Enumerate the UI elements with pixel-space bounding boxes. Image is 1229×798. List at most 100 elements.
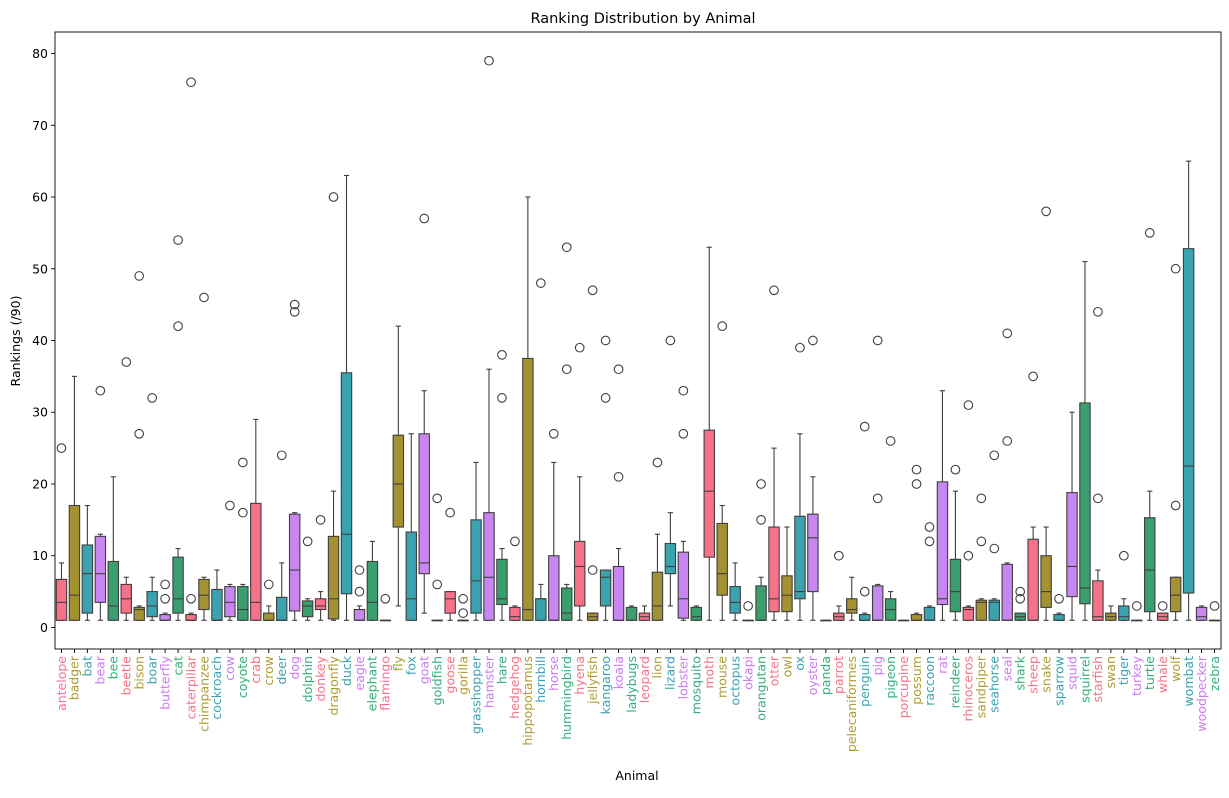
box-group-fly: fly <box>391 325 406 671</box>
box-crow <box>263 612 275 621</box>
outlier-point <box>173 235 183 245</box>
box-group-boar: boar <box>144 393 159 684</box>
box-group-pelecaniformes: pelecaniformes <box>844 576 859 752</box>
x-tick-label-deer: deer <box>274 655 289 684</box>
box-eagle <box>353 608 366 621</box>
x-tick-label-seahorse: seahorse <box>987 656 1002 713</box>
box-group-mosquito: mosquito <box>689 605 704 714</box>
y-tick-label: 30 <box>32 405 48 420</box>
x-tick-label-porcupine: porcupine <box>896 656 911 719</box>
x-axis-label: Animal <box>615 768 658 783</box>
box-group-cat: cat <box>170 235 185 675</box>
box-owl <box>781 575 793 613</box>
x-tick-label-oyster: oyster <box>805 655 820 695</box>
outlier-point <box>574 342 585 353</box>
x-tick-label-hornbill: hornbill <box>533 656 548 703</box>
box-hare <box>496 558 508 606</box>
box-rat <box>936 481 949 606</box>
box-lobster <box>677 551 690 619</box>
box-group-bear: bear <box>93 385 108 684</box>
box-wolf <box>1169 576 1182 613</box>
box-cockroach <box>211 588 223 621</box>
x-tick-label-ox: ox <box>792 656 807 671</box>
x-tick-label-horse: horse <box>546 656 561 691</box>
y-axis-label: Rankings (/90) <box>8 296 23 387</box>
x-tick-label-pigeon: pigeon <box>883 656 898 699</box>
x-tick-label-bison: bison <box>132 656 147 690</box>
outlier-point <box>134 271 145 281</box>
outlier-point <box>1157 601 1168 611</box>
box-seal <box>1001 563 1013 621</box>
box-penguin <box>858 614 871 621</box>
box-wombat <box>1182 248 1195 594</box>
outlier-point <box>354 586 365 597</box>
x-tick-label-moth: moth <box>702 656 717 689</box>
outlier-point <box>613 471 624 482</box>
outlier-point <box>238 457 248 468</box>
box-group-horse: horse <box>546 428 561 691</box>
x-tick-label-beetle: beetle <box>119 656 134 696</box>
x-tick-label-chimpanzee: chimpanzee <box>196 656 211 732</box>
box-pelecaniformes <box>846 598 858 614</box>
box-group-dog: dog <box>287 299 302 680</box>
outlier-point <box>859 421 870 432</box>
y-tick-label: 60 <box>32 190 48 205</box>
x-tick-label-penguin: penguin <box>857 656 872 707</box>
outlier-point <box>1131 601 1142 611</box>
x-tick-label-wolf: wolf <box>1168 655 1183 681</box>
x-tick-label-squirrel: squirrel <box>1077 656 1092 703</box>
box-octopus <box>729 586 741 614</box>
box-group-pigeon: pigeon <box>883 436 898 699</box>
box-group-dolphin: dolphin <box>300 536 315 702</box>
x-tick-label-hummingbird: hummingbird <box>559 656 574 740</box>
x-tick-label-donkey: donkey <box>313 655 328 701</box>
box-group-wombat: wombat <box>1181 160 1196 707</box>
box-group-octopus: octopus <box>727 562 742 705</box>
outlier-point <box>872 493 883 504</box>
box-butterfly <box>159 614 171 621</box>
y-tick-label: 0 <box>40 620 48 635</box>
box-group-cockroach: cockroach <box>209 569 224 720</box>
box-hornbill <box>535 598 547 621</box>
x-tick-label-coyote: coyote <box>235 656 250 698</box>
outlier-point <box>548 428 559 439</box>
outlier-point <box>1144 228 1155 238</box>
outlier-point <box>535 278 546 288</box>
x-tick-label-bee: bee <box>106 656 121 680</box>
box-crab <box>250 502 262 621</box>
outlier-point <box>199 292 209 303</box>
x-tick-label-raccoon: raccoon <box>922 656 937 706</box>
box-group-caterpillar: caterpillar <box>183 77 198 719</box>
x-tick-label-sparrow: sparrow <box>1051 656 1066 706</box>
outlier-point <box>289 299 300 310</box>
box-group-panda: panda <box>818 619 833 695</box>
box-deer <box>275 596 288 621</box>
box-group-chimpanzee: chimpanzee <box>196 292 211 732</box>
outlier-point <box>950 464 961 475</box>
outlier-point <box>173 321 183 332</box>
box-pig <box>871 585 884 621</box>
x-tick-label-hare: hare <box>494 656 509 684</box>
x-tick-label-dragonfly: dragonfly <box>326 655 341 715</box>
box-woodpecker <box>1195 606 1208 621</box>
box-bison <box>133 606 145 621</box>
x-tick-label-kangaroo: kangaroo <box>598 656 613 714</box>
box-squirrel <box>1079 402 1091 605</box>
y-tick-label: 50 <box>32 261 48 276</box>
outlier-point <box>769 285 779 296</box>
outlier-point <box>808 335 818 346</box>
x-tick-label-caterpillar: caterpillar <box>183 655 198 719</box>
box-group-reindeer: reindeer <box>948 464 963 708</box>
outlier-point <box>302 536 313 547</box>
outlier-point <box>354 565 365 575</box>
box-group-porcupine: porcupine <box>896 619 911 719</box>
box-group-squirrel: squirrel <box>1077 261 1092 703</box>
outlier-point <box>795 342 805 353</box>
outlier-point <box>1209 601 1220 611</box>
outlier-point <box>976 536 987 547</box>
box-group-hare: hare <box>494 349 509 684</box>
box-group-deer: deer <box>274 450 289 684</box>
box-coyote <box>237 586 249 621</box>
outlier-point <box>147 393 158 403</box>
x-tick-label-lizard: lizard <box>663 656 678 690</box>
